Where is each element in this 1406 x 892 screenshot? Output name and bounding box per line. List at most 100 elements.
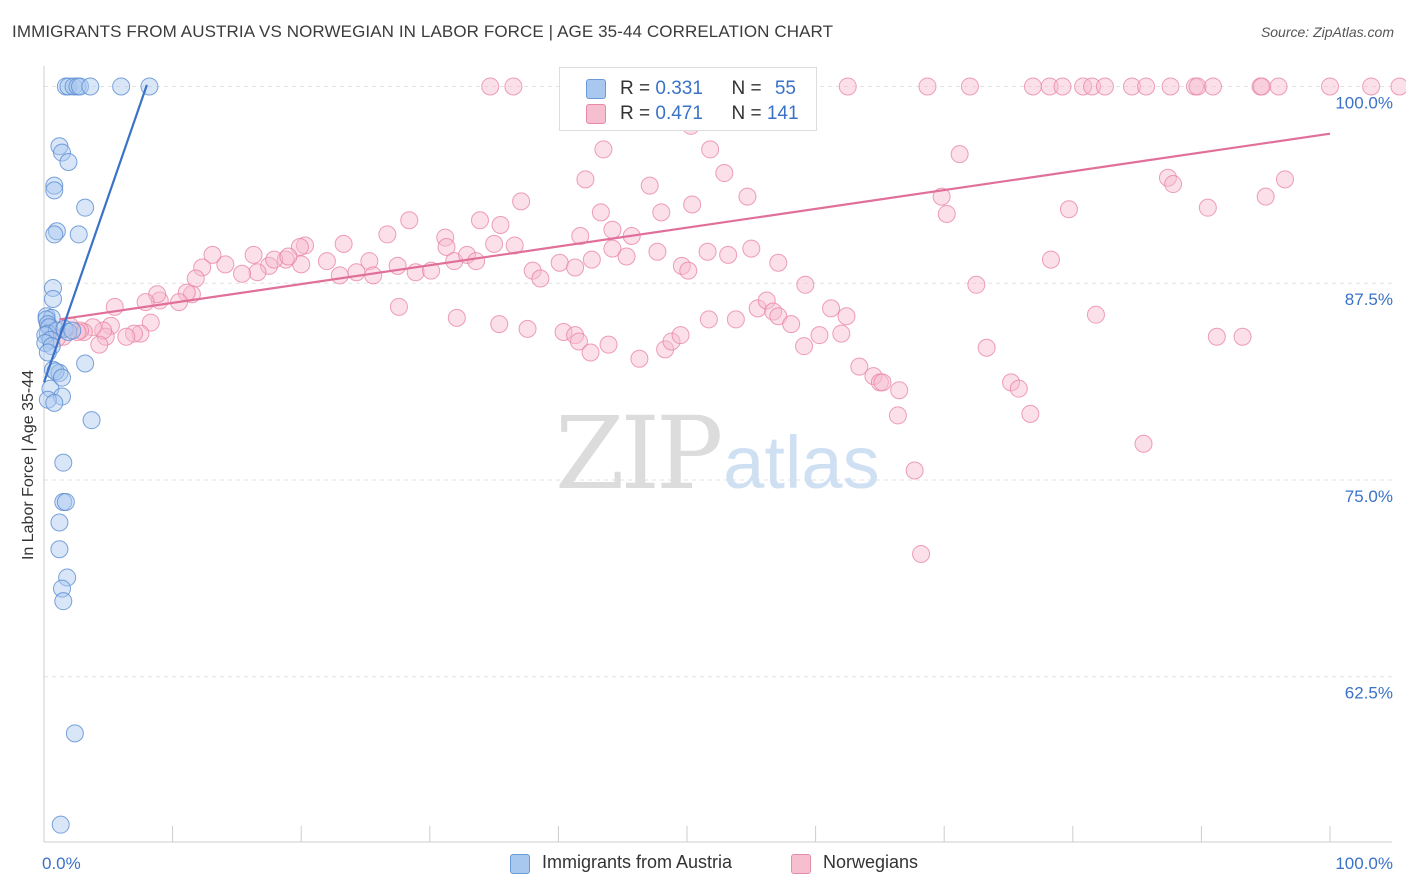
norwegian-point [566, 258, 585, 277]
n-value-austria: 55 [774, 78, 796, 99]
norwegian-point [330, 266, 349, 285]
norwegian-point [967, 275, 986, 294]
norwegian-point [1059, 200, 1078, 219]
norwegian-point [317, 252, 336, 271]
norwegian-point [662, 332, 681, 351]
norwegian-point [796, 275, 815, 294]
norwegian-point [265, 250, 284, 269]
austria-point [59, 153, 78, 172]
norwegian-point [850, 357, 869, 376]
norwegian-point [569, 332, 588, 351]
n-value-norwegians: 141 [766, 103, 799, 124]
norwegian-point [738, 187, 757, 206]
norwegian-point [719, 245, 738, 264]
norwegian-point [888, 406, 907, 425]
norwegian-point [822, 299, 841, 318]
r-value-austria: 0.331 [655, 78, 703, 99]
norwegian-point [581, 343, 600, 362]
norwegian-point [531, 269, 550, 288]
norwegian-point [467, 252, 486, 271]
norwegian-point [90, 335, 109, 354]
norwegian-point [512, 192, 531, 211]
norwegian-point [699, 310, 718, 329]
norwegian-point [960, 77, 979, 96]
norwegian-point [1164, 175, 1183, 194]
norwegian-point [1041, 250, 1060, 269]
norwegian-point [193, 258, 212, 277]
norwegian-point [912, 544, 931, 563]
norwegian-point [782, 315, 801, 334]
correlation-legend: R = 0.331 N = 55 R = 0.471 N = 141 [559, 67, 817, 131]
austria-point [45, 181, 64, 200]
austria-point [51, 815, 70, 834]
norwegian-point [837, 307, 856, 326]
y-tick-label: 75.0% [1345, 487, 1393, 506]
norwegian-point [1083, 77, 1102, 96]
norwegian-point [937, 204, 956, 223]
norwegian-point [873, 373, 892, 392]
norwegian-point [400, 211, 419, 230]
norwegian-point [1198, 198, 1217, 217]
legend-swatch-austria [586, 79, 606, 99]
norwegian-point [769, 253, 788, 272]
trend-lines [42, 84, 1331, 383]
norwegian-point [203, 245, 222, 264]
norwegian-point [1095, 77, 1114, 96]
norwegian-point [932, 187, 951, 206]
source-credit: Source: ZipAtlas.com [1260, 24, 1394, 40]
norwegian-point [1021, 404, 1040, 423]
austria-point [44, 278, 63, 297]
chart-title: IMMIGRANTS FROM AUSTRIA VS NORWEGIAN IN … [12, 22, 834, 41]
legend-text-austria: R = 0.331 N = 55 [620, 78, 796, 99]
norwegian-point [216, 255, 235, 274]
norwegian-point [594, 140, 613, 159]
y-axis-label: In Labor Force | Age 35-44 [20, 369, 37, 561]
norwegian-point [832, 324, 851, 343]
austria-point [54, 592, 73, 611]
norwegian-point [378, 225, 397, 244]
austria-point [56, 493, 75, 512]
norwegian-point [905, 461, 924, 480]
norwegian-point [726, 310, 745, 329]
austria-point [38, 315, 57, 334]
norwegian-point [671, 326, 690, 345]
norwegian-point [838, 77, 857, 96]
austria-points [36, 77, 159, 834]
norwegian-point [1390, 77, 1406, 96]
y-tick-label: 62.5% [1345, 684, 1393, 703]
austria-point [44, 289, 63, 308]
norwegian-point [640, 176, 659, 195]
norwegian-point [599, 335, 618, 354]
norwegian-point [1252, 77, 1271, 96]
norwegian-point [334, 234, 353, 253]
y-tick-label: 87.5% [1345, 290, 1393, 309]
austria-point [58, 568, 77, 587]
norwegian-point [742, 239, 761, 258]
norwegian-point [117, 327, 136, 346]
austria-point [36, 326, 55, 345]
austria-point [76, 198, 95, 217]
norwegian-point [518, 319, 537, 338]
norwegian-point [1233, 327, 1252, 346]
norwegian-point [1074, 77, 1093, 96]
legend-row-austria: R = 0.331 N = 55 [560, 76, 816, 102]
bottom-legend-swatch-austria [510, 854, 530, 874]
norwegian-point [1188, 77, 1207, 96]
norwegian-point [550, 253, 569, 272]
norwegian-point [576, 170, 595, 189]
norwegian-point [94, 321, 113, 340]
austria-point [53, 143, 72, 162]
norwegian-point [504, 77, 523, 96]
norwegian-point [810, 326, 829, 345]
norwegian-point [279, 247, 298, 266]
axes [43, 66, 1392, 843]
norwegian-point [1009, 379, 1028, 398]
norwegian-point [1256, 187, 1275, 206]
norwegian-point [715, 164, 734, 183]
austria-point [53, 368, 72, 387]
norwegian-point [491, 215, 510, 234]
austria-point [82, 411, 101, 430]
norwegian-point [1321, 77, 1339, 96]
norwegian-point [748, 299, 767, 318]
norwegian-point [1362, 77, 1381, 96]
